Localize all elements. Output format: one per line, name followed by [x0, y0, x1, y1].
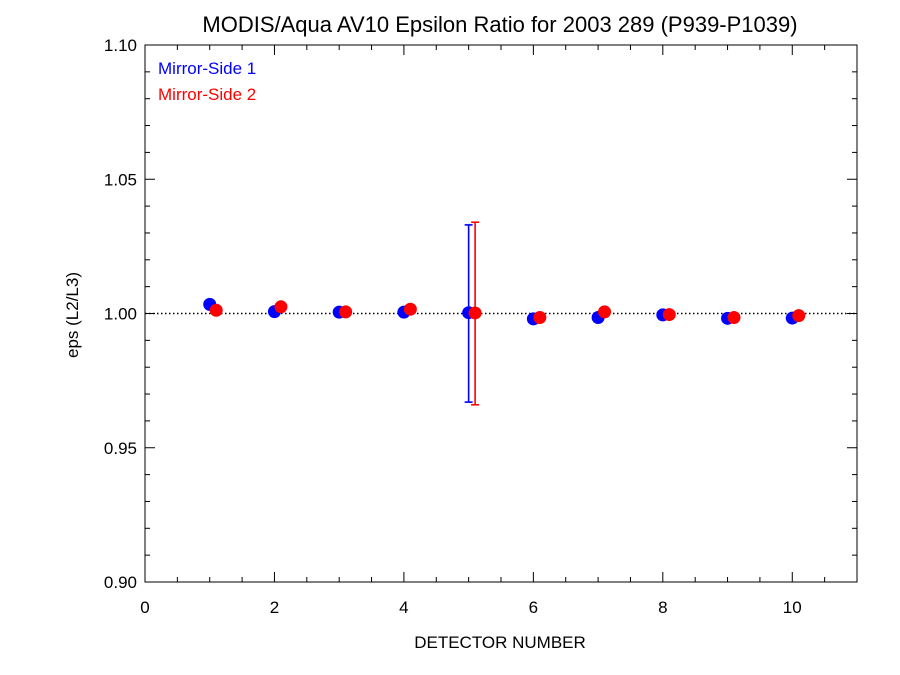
axis-ticks: [144, 44, 858, 583]
data-point: [792, 309, 806, 323]
y-tick-label: 0.90: [104, 573, 137, 592]
data-point: [274, 300, 288, 314]
y-tick-label: 0.95: [104, 439, 137, 458]
x-tick-label: 10: [783, 598, 802, 617]
x-tick-label: 6: [529, 598, 538, 617]
y-axis-label: eps (L2/L3): [63, 272, 82, 358]
data-marks: [203, 221, 806, 406]
legend-mirror-side-2: Mirror-Side 2: [158, 85, 256, 104]
tick-labels: 0 2 4 6 8 10 0.90 0.95 1.00 1.05 1.10: [104, 36, 802, 617]
x-tick-label: 8: [658, 598, 667, 617]
data-point: [339, 305, 353, 319]
data-point: [662, 308, 676, 322]
x-tick-label: 0: [140, 598, 149, 617]
legend: Mirror-Side 1 Mirror-Side 2: [158, 59, 256, 104]
legend-mirror-side-1: Mirror-Side 1: [158, 59, 256, 78]
x-tick-label: 2: [270, 598, 279, 617]
data-point: [403, 302, 417, 316]
data-point: [468, 306, 482, 320]
x-axis-label: DETECTOR NUMBER: [414, 633, 586, 652]
x-tick-label: 4: [399, 598, 408, 617]
data-point: [727, 311, 741, 325]
y-tick-label: 1.10: [104, 36, 137, 55]
data-point: [598, 305, 612, 319]
chart-title: MODIS/Aqua AV10 Epsilon Ratio for 2003 2…: [202, 12, 797, 37]
data-point: [533, 311, 547, 325]
data-point: [209, 303, 223, 317]
y-tick-label: 1.00: [104, 305, 137, 324]
y-tick-label: 1.05: [104, 170, 137, 189]
series-2: [209, 221, 806, 406]
